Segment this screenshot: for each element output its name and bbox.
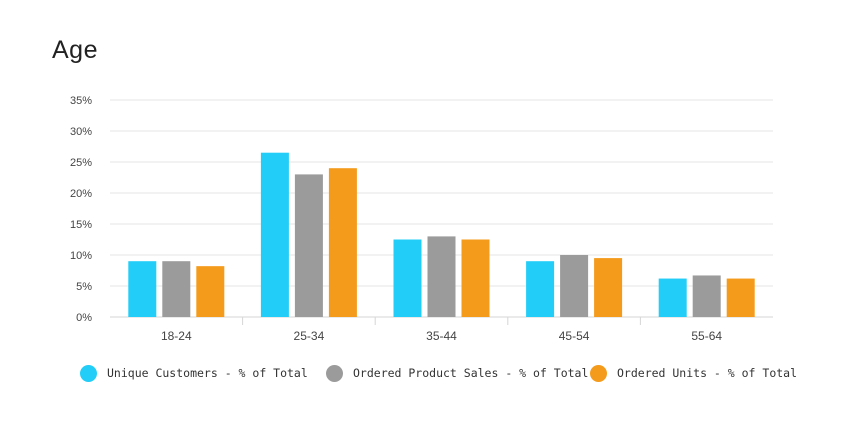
bar-ordered-units-25-34[interactable] <box>328 168 357 317</box>
x-tick-label: 18-24 <box>161 329 192 343</box>
y-tick-label: 10% <box>70 250 92 262</box>
legend-label-ordered-product-sales: Ordered Product Sales - % of Total <box>353 366 589 380</box>
x-tick-label: 45-54 <box>559 329 590 343</box>
bar-ordered-product-sales-45-54[interactable] <box>560 255 589 317</box>
x-tick-label: 55-64 <box>691 329 722 343</box>
bar-unique-customers-18-24[interactable] <box>128 261 157 317</box>
bars <box>128 152 755 318</box>
x-axis-ticks: 18-24 25-34 35-44 45-54 55-64 <box>161 317 722 343</box>
bar-ordered-units-35-44[interactable] <box>461 239 490 318</box>
x-tick-label: 25-34 <box>294 329 325 343</box>
bar-unique-customers-45-54[interactable] <box>526 261 555 317</box>
bar-ordered-units-18-24[interactable] <box>196 266 225 317</box>
bar-ordered-product-sales-25-34[interactable] <box>294 174 323 317</box>
y-axis-ticks: 0% 5% 10% 15% 20% 25% 30% 35% <box>70 95 92 324</box>
legend-swatch-ordered-units <box>590 364 607 382</box>
bar-ordered-units-55-64[interactable] <box>726 278 755 317</box>
y-tick-label: 25% <box>70 157 92 169</box>
chart-legend: Unique Customers - % of Total Ordered Pr… <box>0 362 860 386</box>
legend-item-ordered-product-sales[interactable]: Ordered Product Sales - % of Total <box>326 362 588 384</box>
chart-title: Age <box>52 36 98 64</box>
bar-unique-customers-25-34[interactable] <box>260 152 289 317</box>
x-tick-label: 35-44 <box>426 329 457 343</box>
y-tick-label: 35% <box>70 95 92 107</box>
legend-item-unique-customers[interactable]: Unique Customers - % of Total <box>80 362 308 384</box>
bar-ordered-product-sales-55-64[interactable] <box>692 275 721 317</box>
bar-ordered-product-sales-18-24[interactable] <box>162 261 191 317</box>
y-tick-label: 30% <box>70 126 92 138</box>
y-tick-label: 0% <box>76 312 92 324</box>
legend-swatch-unique-customers <box>80 364 97 382</box>
bar-ordered-units-45-54[interactable] <box>594 258 623 317</box>
y-tick-label: 15% <box>70 219 92 231</box>
y-tick-label: 20% <box>70 188 92 200</box>
legend-label-ordered-units: Ordered Units - % of Total <box>617 366 798 380</box>
bar-unique-customers-55-64[interactable] <box>658 278 687 317</box>
legend-label-unique-customers: Unique Customers - % of Total <box>107 366 308 380</box>
age-bar-chart: 0% 5% 10% 15% 20% 25% 30% 35% 18-24 25-34 35-44 45… <box>70 95 773 343</box>
y-tick-label: 5% <box>76 281 92 293</box>
bar-unique-customers-35-44[interactable] <box>393 239 422 318</box>
legend-swatch-ordered-product-sales <box>326 364 343 382</box>
legend-item-ordered-units[interactable]: Ordered Units - % of Total <box>590 362 797 384</box>
bar-ordered-product-sales-35-44[interactable] <box>427 236 456 317</box>
